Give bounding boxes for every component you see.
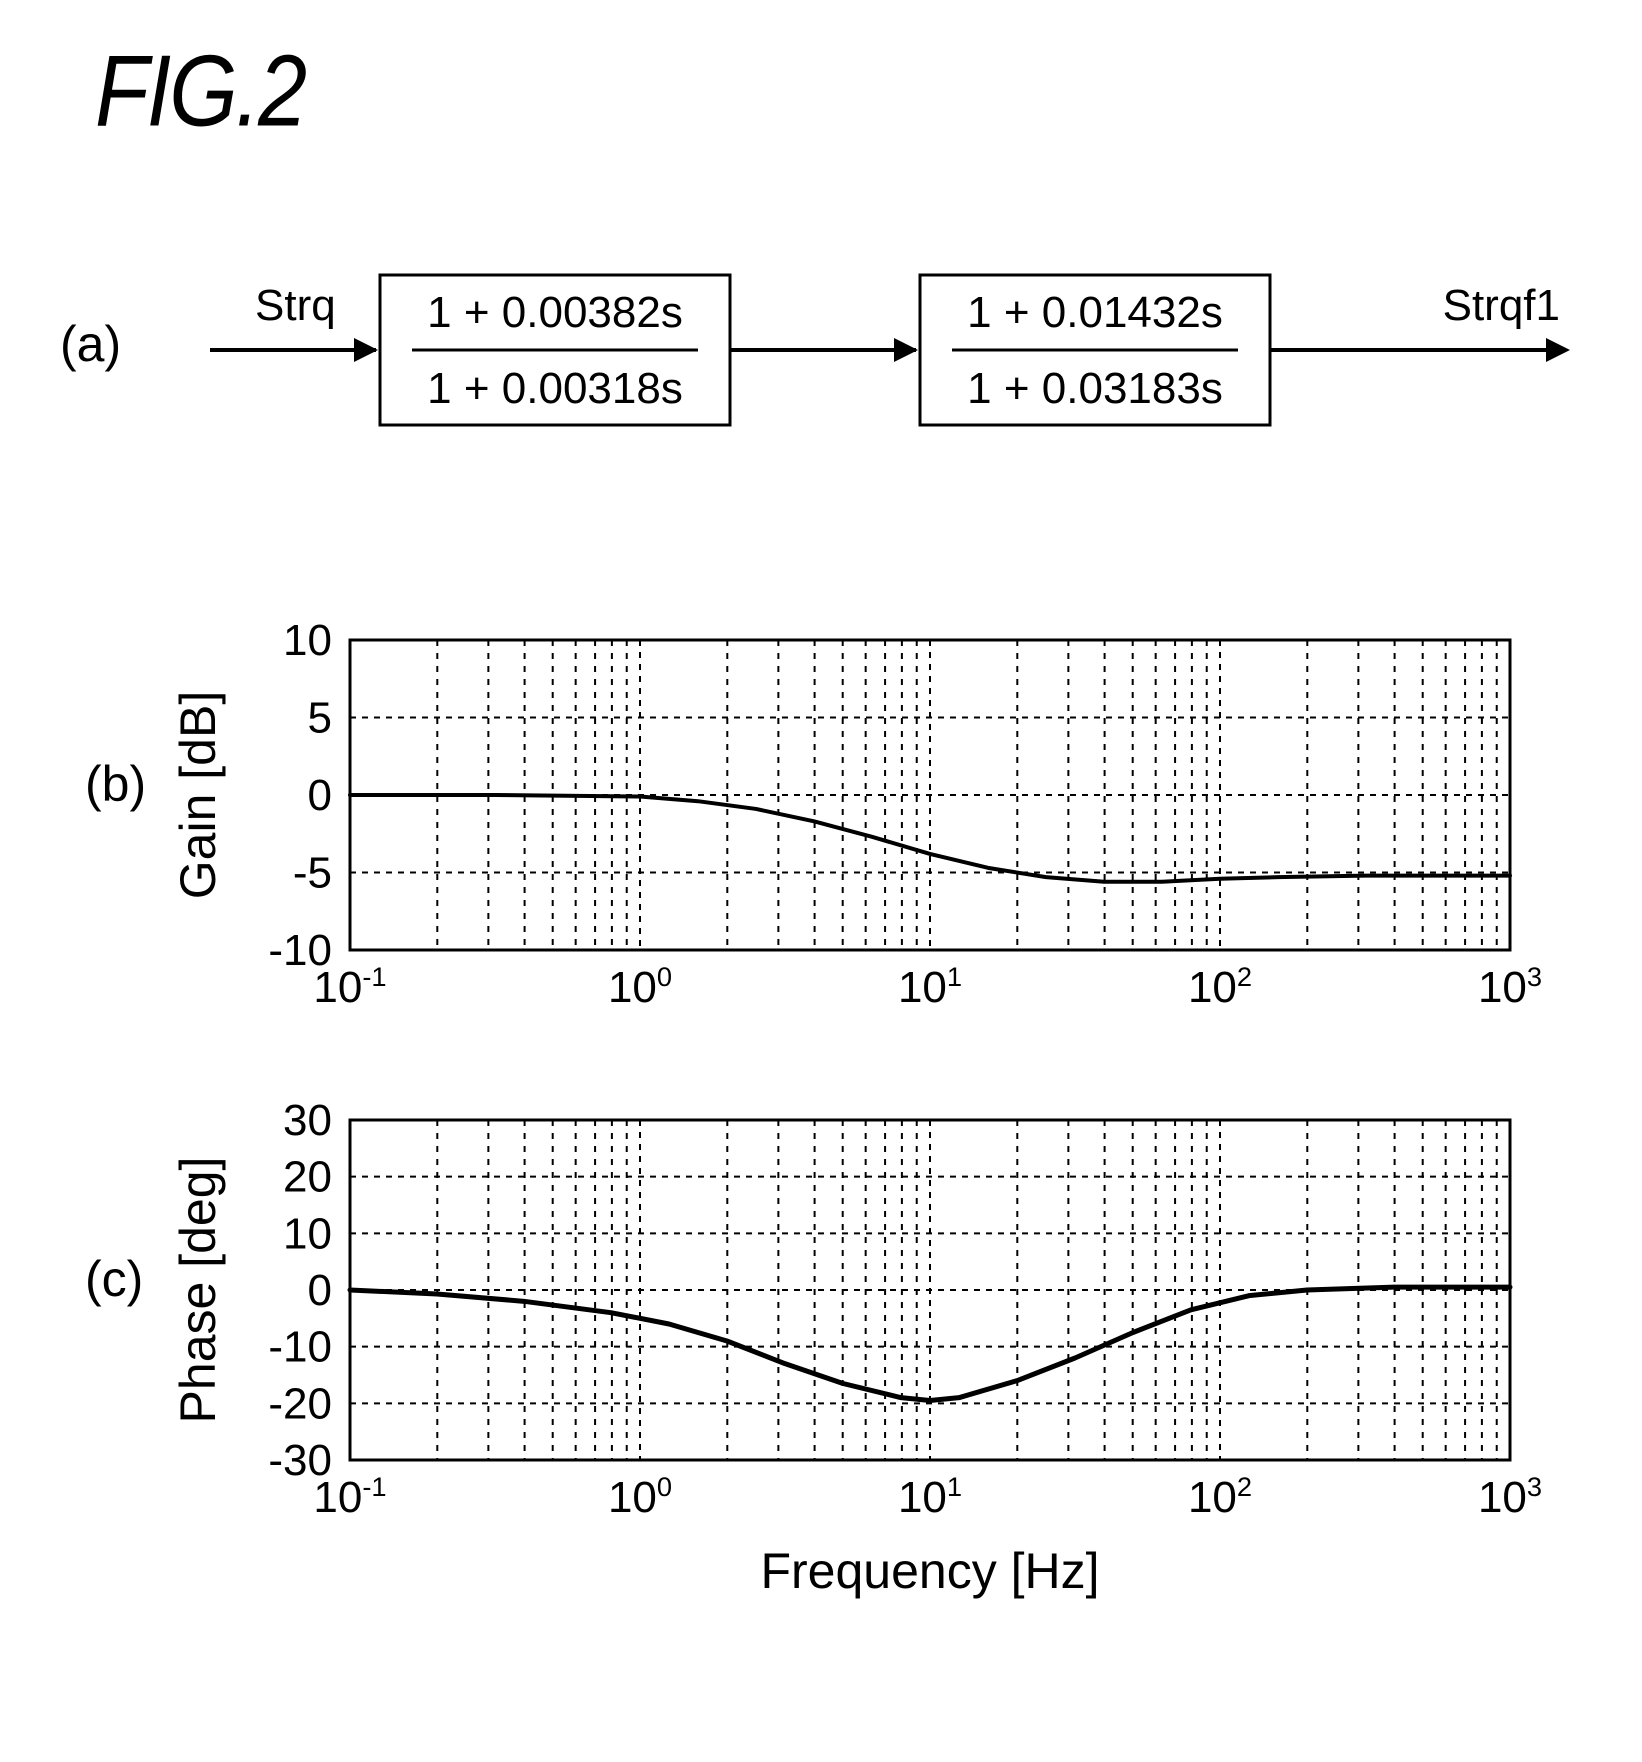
panel-c-label: (c) — [85, 1250, 143, 1308]
y-axis-label: Gain [dB] — [170, 691, 226, 899]
svg-text:1 + 0.00382s: 1 + 0.00382s — [427, 288, 683, 337]
svg-text:30: 30 — [283, 1096, 332, 1145]
svg-text:0: 0 — [308, 771, 332, 820]
output-label: Strqf1 — [1443, 281, 1560, 330]
svg-text:101: 101 — [898, 1471, 962, 1522]
svg-text:102: 102 — [1188, 1471, 1252, 1522]
svg-text:0: 0 — [308, 1266, 332, 1315]
svg-text:-20: -20 — [268, 1379, 332, 1428]
svg-text:20: 20 — [283, 1153, 332, 1202]
input-label: Strq — [255, 281, 336, 330]
svg-text:100: 100 — [608, 1471, 672, 1522]
phase-chart: -30-20-10010203010-1100101102103Phase [d… — [170, 1080, 1590, 1650]
svg-text:1 + 0.01432s: 1 + 0.01432s — [967, 288, 1223, 337]
svg-text:100: 100 — [608, 961, 672, 1012]
svg-text:10-1: 10-1 — [313, 961, 386, 1012]
svg-text:102: 102 — [1188, 961, 1252, 1012]
y-axis-label: Phase [deg] — [170, 1157, 226, 1424]
svg-text:-10: -10 — [268, 1323, 332, 1372]
panel-a-label: (a) — [60, 315, 121, 373]
svg-text:10-1: 10-1 — [313, 1471, 386, 1522]
svg-text:1 + 0.00318s: 1 + 0.00318s — [427, 364, 683, 413]
svg-text:103: 103 — [1478, 961, 1542, 1012]
svg-text:5: 5 — [308, 694, 332, 743]
svg-text:10: 10 — [283, 1209, 332, 1258]
block-diagram: Strq 1 + 0.00382s 1 + 0.00318s 1 + 0.01432s… — [150, 230, 1610, 480]
svg-text:101: 101 — [898, 961, 962, 1012]
panel-b-label: (b) — [85, 755, 146, 813]
svg-text:10: 10 — [283, 616, 332, 665]
x-axis-label: Frequency [Hz] — [760, 1543, 1099, 1599]
svg-text:103: 103 — [1478, 1471, 1542, 1522]
svg-text:1 + 0.03183s: 1 + 0.03183s — [967, 364, 1223, 413]
svg-text:-5: -5 — [293, 849, 332, 898]
gain-chart: -10-5051010-1100101102103Gain [dB] — [170, 600, 1590, 1080]
figure-title: FIG.2 — [95, 32, 305, 149]
